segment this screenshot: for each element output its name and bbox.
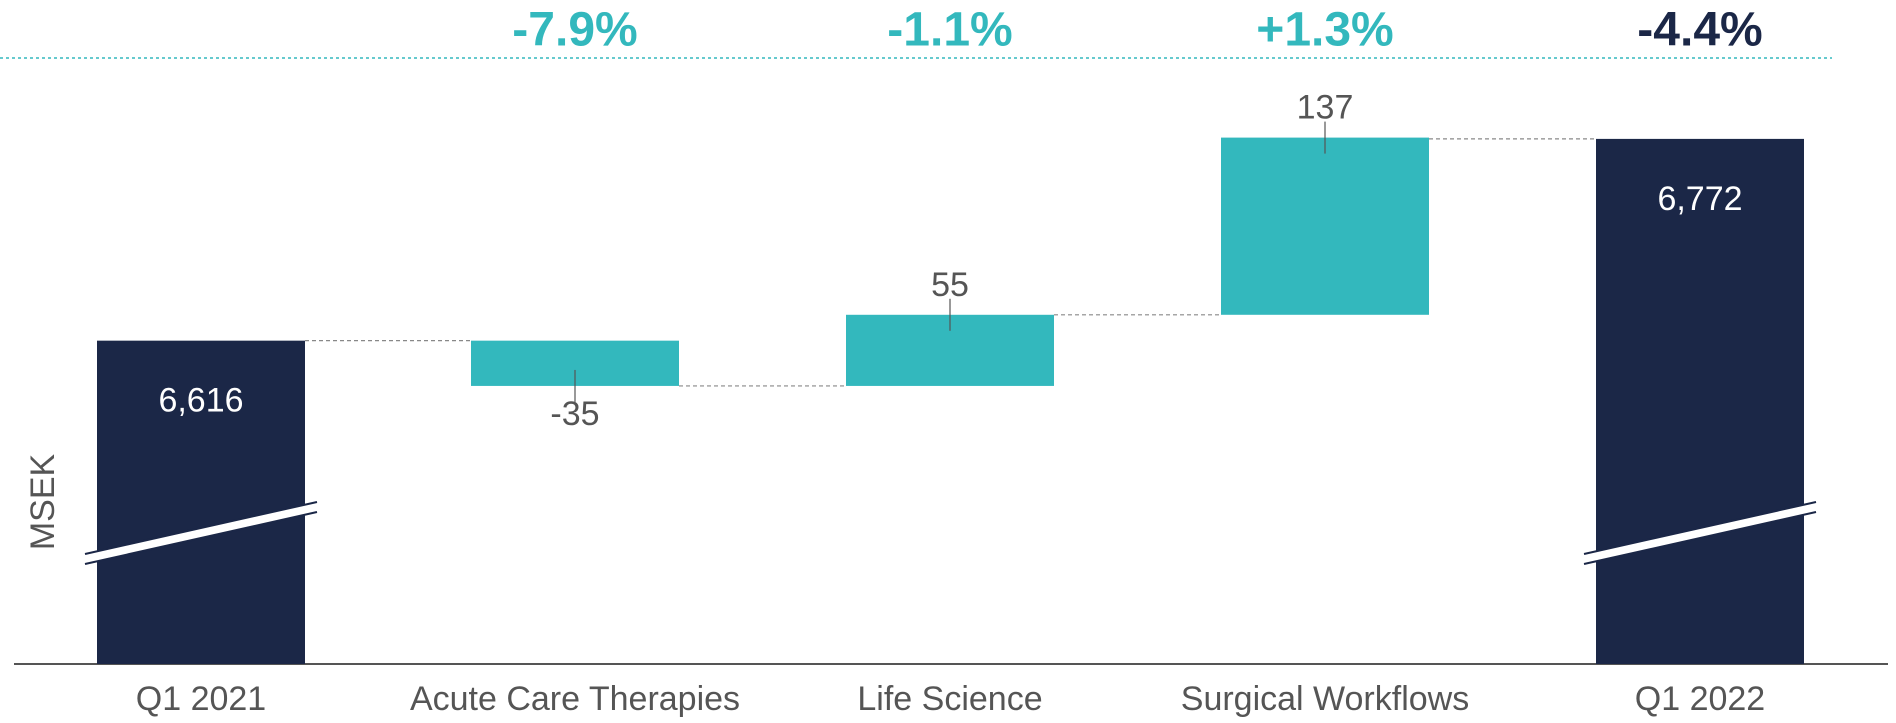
change-label: +1.3% bbox=[1256, 4, 1393, 57]
bar bbox=[1221, 137, 1429, 315]
change-label: -4.4% bbox=[1637, 4, 1762, 57]
x-tick-label: Surgical Workflows bbox=[1181, 680, 1469, 718]
value-label: 6,616 bbox=[158, 382, 243, 420]
axis-break-edge bbox=[84, 501, 318, 555]
value-label: -35 bbox=[550, 395, 599, 433]
y-axis-label: MSEK bbox=[24, 454, 62, 551]
x-tick-label: Q1 2021 bbox=[136, 680, 266, 718]
value-label: 6,772 bbox=[1657, 180, 1742, 218]
value-label: 55 bbox=[931, 266, 969, 304]
change-label: -1.1% bbox=[887, 4, 1012, 57]
x-tick-label: Acute Care Therapies bbox=[410, 680, 740, 718]
bar bbox=[97, 340, 305, 664]
x-tick-label: Q1 2022 bbox=[1635, 680, 1765, 718]
axis-break-edge bbox=[1583, 511, 1817, 565]
bar bbox=[1596, 138, 1804, 664]
axis-break-edge bbox=[1583, 501, 1817, 555]
value-label: 137 bbox=[1297, 89, 1354, 127]
x-tick-label: Life Science bbox=[857, 680, 1042, 718]
change-label: -7.9% bbox=[512, 4, 637, 57]
axis-break bbox=[1584, 502, 1816, 564]
axis-break bbox=[85, 502, 317, 564]
axis-break-edge bbox=[84, 511, 318, 565]
